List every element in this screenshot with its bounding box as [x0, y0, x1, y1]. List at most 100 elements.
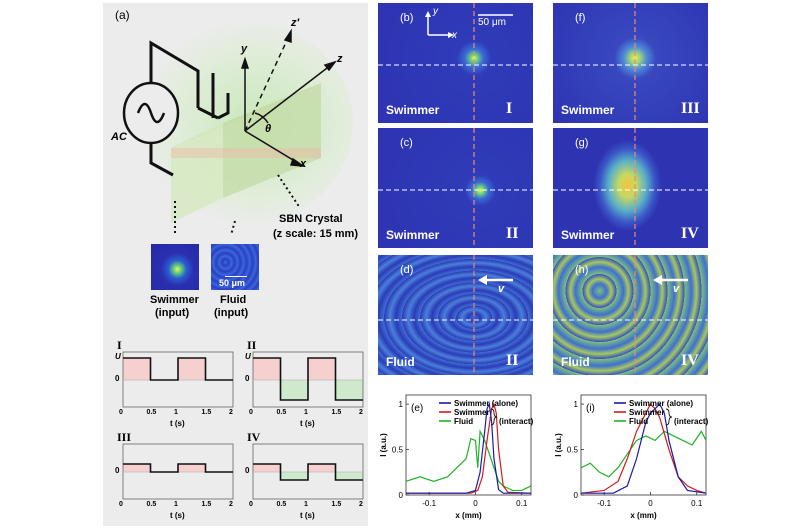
crystal-label: SBN Crystal	[279, 213, 343, 225]
legend-note: (interact)	[499, 417, 534, 426]
waveform-tick-label: 1	[174, 409, 178, 416]
panel-tag: (e)	[411, 403, 423, 414]
velocity-arrow-head	[653, 275, 662, 285]
y-tick-label: 0	[399, 491, 404, 500]
image-tag-label: (b)	[400, 12, 414, 24]
waveform-tick-label: 0	[249, 501, 253, 508]
legend-entry: Swimmer	[454, 408, 490, 417]
waveform-roman-label: II	[247, 338, 257, 352]
waveform-tick-label: 2	[229, 409, 233, 416]
velocity-label: v	[498, 283, 505, 295]
legend-entry: Swimmer	[629, 408, 665, 417]
waveform-frame	[252, 443, 364, 500]
pointer-arrows	[174, 174, 301, 236]
waveform-xlabel: t (s)	[170, 511, 185, 520]
image-name-label: Swimmer	[386, 228, 440, 242]
crosshair	[378, 3, 533, 123]
waveform-xlabel: t (s)	[170, 419, 185, 428]
waveform-tick-label: 0	[119, 501, 123, 508]
image-name-label: Fluid	[386, 355, 415, 369]
waveform-zero-label: 0	[115, 466, 120, 475]
crosshair	[378, 255, 533, 375]
panel-tag: (i)	[586, 403, 595, 414]
waveform-shade	[335, 472, 363, 480]
series-line	[580, 430, 707, 478]
waveform-shade	[253, 358, 281, 380]
waveform-tick-label: 0.5	[146, 501, 157, 508]
fluid-scale-label: 50 μm	[219, 278, 246, 288]
x-tick-label: -0.1	[597, 499, 611, 508]
series-line	[406, 402, 531, 494]
image-tag-label: (g)	[575, 137, 589, 149]
beam-image-d: (d) Fluid II v	[378, 255, 533, 375]
x-axis-label: x (mm)	[630, 511, 657, 520]
waveform-xlabel: t (s)	[300, 511, 315, 520]
image-roman-label: II	[506, 352, 519, 369]
waveform-shade	[253, 464, 281, 472]
legend-entry: Fluid	[629, 417, 648, 426]
legend-brace	[665, 408, 673, 426]
plot-frame	[405, 394, 532, 496]
waveform-tick-label: 1.5	[201, 501, 212, 508]
image-name-label: Swimmer	[561, 228, 615, 242]
waveform-zero-label: 0	[115, 374, 120, 383]
waveform-shade	[335, 380, 363, 400]
sbn-crystal	[171, 83, 321, 223]
series-line	[405, 429, 532, 492]
crystal-scale-label: (z scale: 15 mm)	[273, 228, 358, 240]
waveform-tick-label: 0.5	[276, 501, 287, 508]
velocity-arrow-head	[478, 275, 487, 285]
beam-image-b: (b) Swimmer I 50 μm y x	[378, 3, 533, 123]
ac-source-icon	[122, 81, 180, 145]
y-tick-label: 0.5	[567, 446, 579, 455]
waveform-shade	[280, 472, 308, 480]
waveform-2: II U 0 0 0.5 1 1.5 2 t (s)	[245, 338, 365, 428]
fluid-input-label: Fluid	[220, 294, 247, 306]
legend-entry: Fluid	[454, 417, 473, 426]
series-line	[406, 402, 532, 494]
image-tag-label: (h)	[575, 264, 589, 276]
beam-image-g: (g) Swimmer IV	[553, 128, 708, 248]
legend-entry: Swimmer (alone)	[454, 399, 518, 408]
waveform-shade	[308, 464, 336, 472]
axis-y-label: y	[241, 43, 248, 55]
image-roman-label: IV	[681, 352, 699, 369]
crosshair	[553, 255, 708, 375]
waveform-svg	[122, 351, 234, 408]
panel-a-label: (a)	[115, 8, 130, 22]
image-roman-label: I	[506, 100, 513, 117]
waveform-1: I U 0 0 0.5 1 1.5 2 t (s)	[115, 338, 235, 428]
waveform-u-label: U	[115, 352, 121, 361]
y-tick-label: 1	[574, 400, 579, 409]
x-tick-label: 0	[473, 499, 478, 508]
waveform-tick-label: 0	[249, 409, 253, 416]
image-tag-label: (d)	[400, 264, 414, 276]
axis-y-indicator-label: y	[433, 6, 438, 17]
waveform-tick-label: 1	[304, 409, 308, 416]
legend-entry: Swimmer (alone)	[629, 399, 693, 408]
y-axis-label: I (a.u.)	[554, 433, 563, 457]
y-tick-label: 1	[399, 400, 404, 409]
image-tag-label: (c)	[400, 137, 413, 149]
waveform-shade	[178, 358, 206, 380]
x-tick-label: -0.1	[422, 499, 436, 508]
waveform-tick-label: 2	[359, 409, 363, 416]
fluid-input-image: 50 μm	[211, 244, 259, 290]
waveform-u-label: U	[245, 352, 251, 361]
waveform-tick-label: 2	[229, 501, 233, 508]
waveform-shade	[123, 464, 151, 472]
image-tag-label: (f)	[575, 12, 586, 24]
theta-label: θ	[265, 123, 272, 135]
waveform-tick-label: 1.5	[331, 501, 342, 508]
image-name-label: Fluid	[561, 355, 590, 369]
beam-image-f: (f) Swimmer III	[553, 3, 708, 123]
waveform-tick-label: 1.5	[331, 409, 342, 416]
plot-frame	[580, 394, 707, 496]
axis-z-label: z	[337, 53, 343, 65]
scale-bar-label: 50 μm	[478, 17, 506, 28]
schematic-panel: (a)	[103, 3, 368, 526]
image-roman-label: III	[681, 100, 700, 117]
waveform-line	[123, 463, 233, 473]
waveform-roman-label: IV	[247, 430, 261, 444]
schematic-diagram	[122, 28, 337, 236]
